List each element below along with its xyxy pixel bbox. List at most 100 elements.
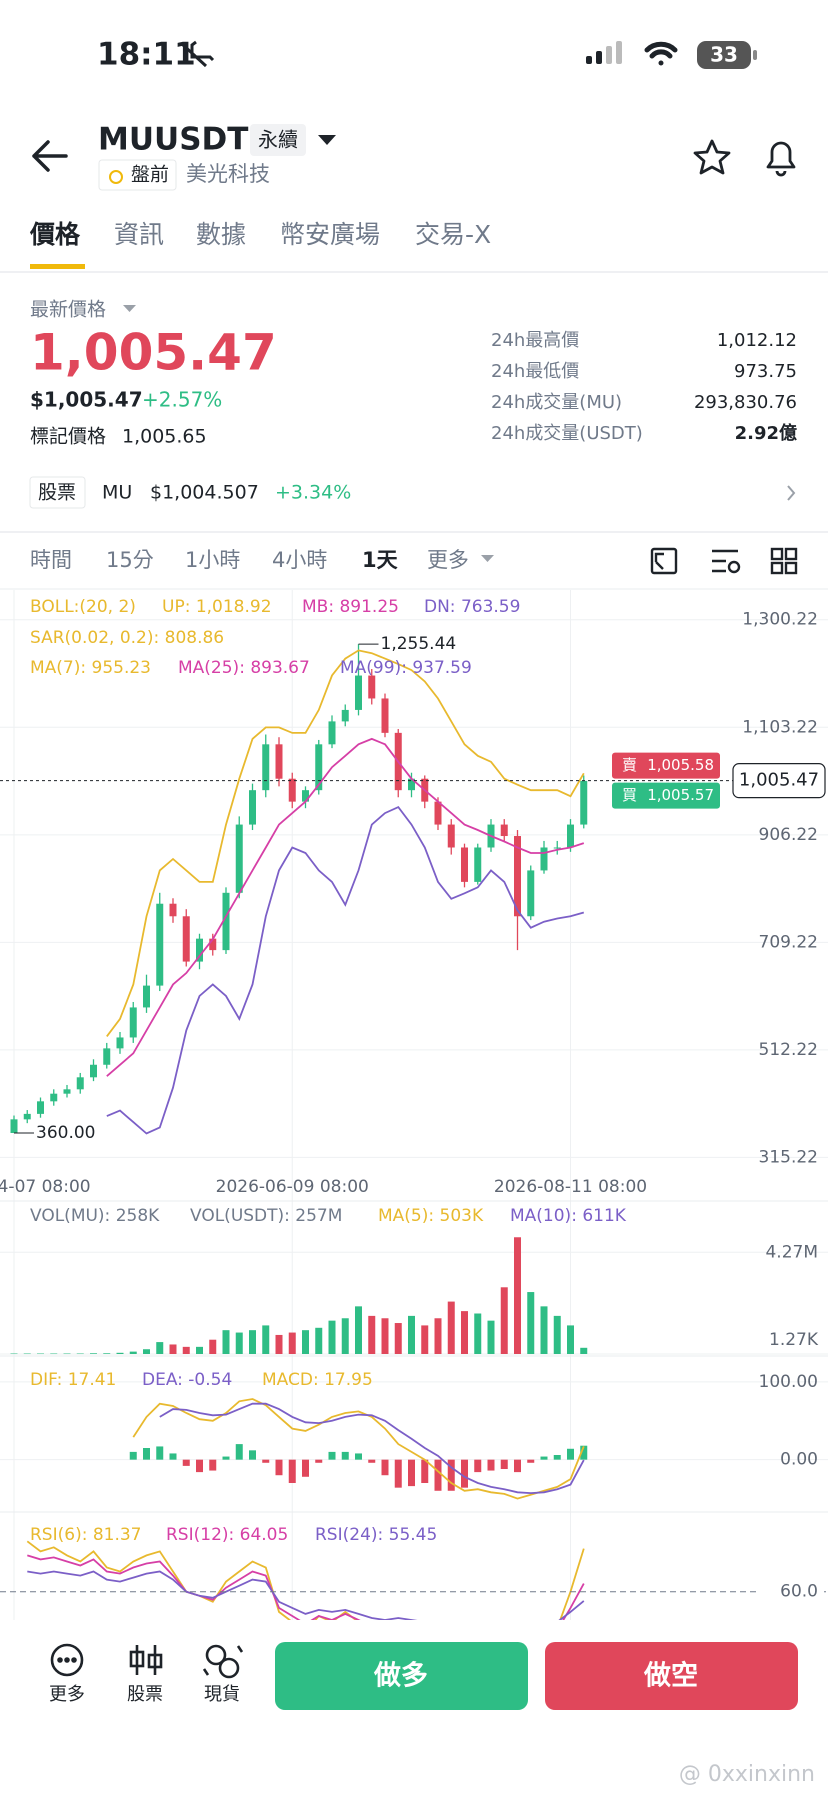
interval[interactable]: 4小時 <box>272 548 327 572</box>
legend-entry: RSI(24): 55.45 <box>315 1525 437 1545</box>
candle-body <box>116 1037 124 1049</box>
more-icon[interactable] <box>50 1643 84 1677</box>
candle-body <box>580 780 588 825</box>
interval[interactable]: 1天 <box>362 548 399 572</box>
candle-body <box>553 847 561 849</box>
volume-bar <box>76 1353 84 1355</box>
legend-entry: VOL(USDT): 257M <box>190 1206 342 1226</box>
candle-body <box>288 778 296 802</box>
candle-body <box>328 721 336 745</box>
chart-tool[interactable] <box>650 547 678 575</box>
indicator-tool[interactable] <box>712 549 741 574</box>
tab[interactable]: 數據 <box>196 220 246 249</box>
interval[interactable]: 1小時 <box>185 548 240 572</box>
price-tag-label: 1,005.58 <box>647 756 714 774</box>
tab-indicator <box>30 264 85 269</box>
layout-tool[interactable] <box>770 547 798 575</box>
volume-bar <box>527 1292 535 1354</box>
macd-bar <box>315 1459 323 1463</box>
y-tick-label: 512.22 <box>759 1040 818 1060</box>
candle-body <box>90 1064 97 1078</box>
more-dropdown[interactable] <box>481 555 494 562</box>
price-tag-label: 1,005.57 <box>647 786 714 804</box>
spot-icon[interactable] <box>202 1644 244 1679</box>
symbol-dropdown[interactable] <box>318 135 336 145</box>
indicator-line <box>27 1554 585 1620</box>
legend-entry: DEA: -0.54 <box>142 1370 232 1390</box>
volume-bar <box>580 1347 588 1354</box>
y-tick-label: 1.27K <box>769 1330 819 1350</box>
alert-button[interactable] <box>766 141 796 177</box>
candle-body <box>63 1089 71 1094</box>
stat-label: 24h成交量(MU) <box>491 392 622 413</box>
interval[interactable]: 時間 <box>30 548 72 572</box>
y-tick-label: 709.22 <box>759 932 818 952</box>
long-label: 做多 <box>373 1661 428 1692</box>
price-type-dropdown[interactable] <box>123 305 136 312</box>
indicator-line <box>106 649 585 1037</box>
usd-price: $1,005.47 <box>30 388 143 412</box>
short-button[interactable] <box>545 1642 798 1710</box>
legend-entry: MA(10): 611K <box>510 1206 627 1226</box>
candle-body <box>275 744 283 779</box>
current-price-label: 1,005.47 <box>739 770 819 791</box>
candle-body <box>381 698 389 733</box>
legend-entry: MACD: 17.95 <box>262 1370 373 1390</box>
status-time: 18:11 <box>97 37 196 73</box>
candle-body <box>196 938 203 962</box>
stock-link[interactable] <box>787 485 796 501</box>
volume-bar <box>182 1346 190 1354</box>
bottom-nav-label[interactable]: 股票 <box>127 1684 163 1705</box>
stock-label: 股票 <box>38 482 76 504</box>
y-tick-label: 315.22 <box>759 1147 818 1167</box>
macd-bar <box>580 1445 588 1460</box>
candle-body <box>461 847 468 882</box>
candle-body <box>302 790 309 802</box>
tab[interactable]: 價格 <box>29 220 81 249</box>
interval[interactable]: 更多 <box>427 548 469 572</box>
volume-bar <box>103 1353 111 1354</box>
legend-entry: MA(25): 893.67 <box>178 658 310 678</box>
bottom-nav-label[interactable]: 現貨 <box>204 1684 240 1705</box>
volume-bar <box>23 1353 31 1355</box>
candle-body <box>222 892 230 951</box>
macd-bar <box>341 1451 349 1460</box>
watermark: @ 0xxinxinn <box>679 1762 815 1787</box>
annotation-label: 360.00 <box>36 1123 95 1143</box>
macd-bar <box>421 1459 429 1483</box>
battery-level: 33 <box>710 43 738 67</box>
stock-icon[interactable] <box>129 1645 163 1675</box>
candle-body <box>315 744 323 791</box>
macd-bar <box>447 1459 455 1491</box>
candle-body <box>169 903 177 917</box>
tab[interactable]: 幣安廣場 <box>280 220 380 249</box>
macd-bar <box>262 1459 270 1463</box>
volume-bar <box>368 1315 376 1354</box>
wifi-icon <box>644 41 678 66</box>
mark-price: 1,005.65 <box>122 426 207 448</box>
volume-bar <box>553 1315 561 1354</box>
volume-bar <box>116 1352 124 1354</box>
volume-bar <box>10 1353 18 1355</box>
bottom-nav-label[interactable]: 更多 <box>49 1684 85 1705</box>
volume-bar <box>37 1353 44 1355</box>
candle-body <box>37 1101 44 1114</box>
back-button[interactable] <box>32 140 68 172</box>
short-label: 做空 <box>643 1660 698 1692</box>
tab[interactable]: 資訊 <box>114 220 164 249</box>
y-tick-label: 100.00 <box>759 1372 818 1392</box>
volume-bar <box>302 1330 309 1354</box>
tab[interactable]: 交易-X <box>415 220 491 249</box>
volume-bar <box>196 1346 203 1354</box>
candle-body <box>355 675 362 710</box>
volume-bar <box>275 1334 283 1354</box>
favorite-button[interactable] <box>693 139 731 175</box>
candle-body <box>129 1007 137 1038</box>
stat-value: 2.92億 <box>735 422 797 444</box>
macd-bar <box>156 1446 164 1460</box>
stock-change: +3.34% <box>275 482 351 504</box>
interval[interactable]: 15分 <box>106 548 154 572</box>
indicator-line <box>26 1540 585 1620</box>
long-button[interactable] <box>275 1642 528 1710</box>
